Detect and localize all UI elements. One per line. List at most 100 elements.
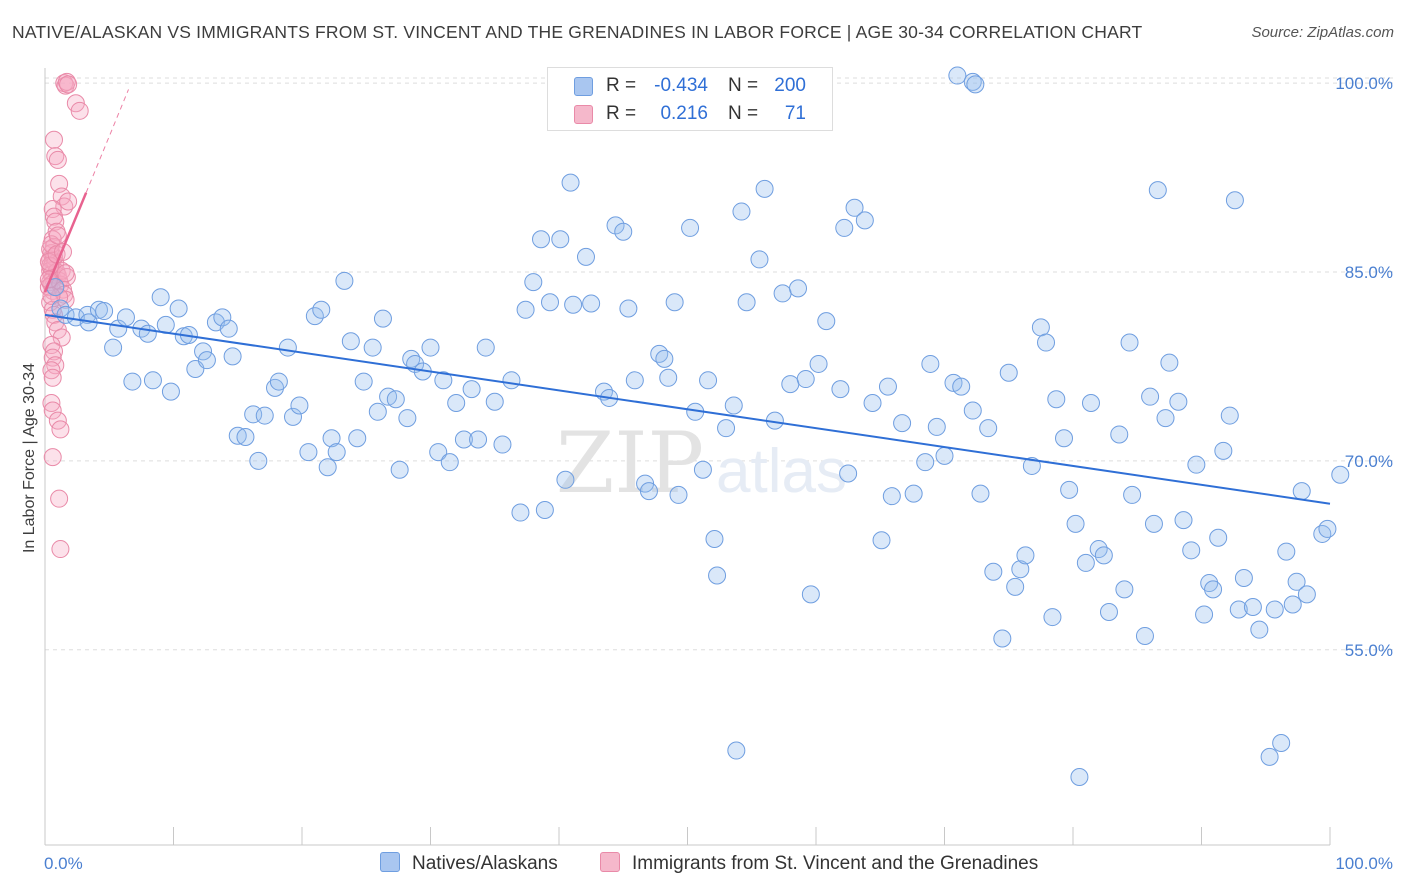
natives-point (606, 216, 625, 235)
natives-point (299, 443, 318, 462)
immigrants-point (48, 226, 67, 245)
natives-point (1120, 333, 1139, 352)
natives-point (831, 380, 850, 399)
n-label: N = (728, 103, 759, 124)
immigrants-point (42, 393, 61, 412)
immigrants-point (48, 150, 67, 169)
natives-point (966, 75, 985, 94)
natives-point (872, 531, 891, 550)
natives-point (469, 430, 488, 449)
natives-n-value: 200 (774, 75, 806, 96)
natives-point (476, 338, 495, 357)
natives-point (921, 354, 940, 373)
immigrants-legend-label: Immigrants from St. Vincent and the Gren… (632, 853, 1039, 874)
legend-item-natives: Natives/Alaskans (380, 852, 558, 875)
natives-point (681, 218, 700, 237)
immigrants-point (43, 448, 62, 467)
natives-point (1160, 353, 1179, 372)
natives-point (197, 351, 216, 370)
natives-point (1318, 519, 1337, 538)
natives-point (322, 429, 341, 448)
natives-point (1043, 608, 1062, 627)
natives-point (104, 338, 123, 357)
natives-point (244, 405, 263, 424)
immigrants-point (70, 101, 89, 120)
natives-point (1234, 569, 1253, 588)
natives-point (1265, 600, 1284, 619)
natives-point (386, 390, 405, 409)
natives-point (312, 300, 331, 319)
natives-point (561, 173, 580, 192)
natives-point (502, 371, 521, 390)
natives-point (1209, 528, 1228, 547)
legend-item-immigrants: Immigrants from St. Vincent and the Gren… (600, 852, 1038, 875)
legend-row-natives: R = -0.434 N = 200 (548, 74, 832, 100)
natives-point (614, 222, 633, 241)
natives-point (916, 453, 935, 472)
immigrants-r-value: 0.216 (660, 103, 708, 124)
natives-point (143, 371, 162, 390)
natives-point (1148, 181, 1167, 200)
natives-point (194, 342, 213, 361)
natives-point (1277, 542, 1296, 561)
immigrants-point (44, 342, 63, 361)
natives-point (708, 566, 727, 585)
natives-point (665, 293, 684, 312)
natives-point (1081, 393, 1100, 412)
natives-point (421, 338, 440, 357)
natives-point (1047, 390, 1066, 409)
natives-point (971, 484, 990, 503)
natives-point (750, 250, 769, 269)
natives-point (904, 484, 923, 503)
immigrants-point (43, 401, 62, 420)
natives-point (625, 371, 644, 390)
natives-point (1225, 191, 1244, 210)
natives-trendline (44, 313, 1331, 505)
immigrants-point (43, 368, 62, 387)
natives-point (341, 332, 360, 351)
natives-point (269, 372, 288, 391)
natives-point (373, 309, 392, 328)
natives-point (511, 503, 530, 522)
natives-point (839, 464, 858, 483)
natives-point (659, 368, 678, 387)
natives-point (935, 446, 954, 465)
natives-point (363, 338, 382, 357)
watermark-atlas: atlas (716, 437, 847, 506)
immigrants-n-value: 71 (784, 103, 806, 124)
natives-point (1055, 429, 1074, 448)
natives-point (1037, 333, 1056, 352)
natives-point (1283, 595, 1302, 614)
y-tick-label: 55.0% (1345, 641, 1393, 660)
natives-point (1187, 455, 1206, 474)
natives-point (1292, 482, 1311, 501)
natives-point (532, 230, 551, 249)
immigrants-point (59, 192, 78, 211)
natives-point (1006, 577, 1025, 596)
watermark: ZIP atlas (556, 414, 847, 512)
immigrants-swatch (574, 105, 593, 124)
natives-point (984, 562, 1003, 581)
natives-point (78, 305, 97, 324)
natives-point (368, 402, 387, 421)
immigrants-point (46, 313, 65, 332)
series-legend: Natives/Alaskans Immigrants from St. Vin… (0, 852, 1406, 878)
natives-point (535, 501, 554, 520)
natives-point (809, 354, 828, 373)
natives-point (882, 487, 901, 506)
trendlines (43, 89, 1331, 505)
r-label: R = (606, 75, 637, 96)
natives-point (1115, 580, 1134, 599)
natives-point (963, 72, 982, 91)
natives-point (1169, 392, 1188, 411)
natives-point (1016, 546, 1035, 565)
natives-point (249, 451, 268, 470)
natives-point (398, 409, 417, 428)
natives-point (348, 429, 367, 448)
natives-point (1156, 409, 1175, 428)
gridlines (45, 77, 1393, 651)
x-tick-label: 0.0% (44, 854, 83, 873)
natives-point (447, 393, 466, 412)
natives-point (138, 324, 157, 343)
